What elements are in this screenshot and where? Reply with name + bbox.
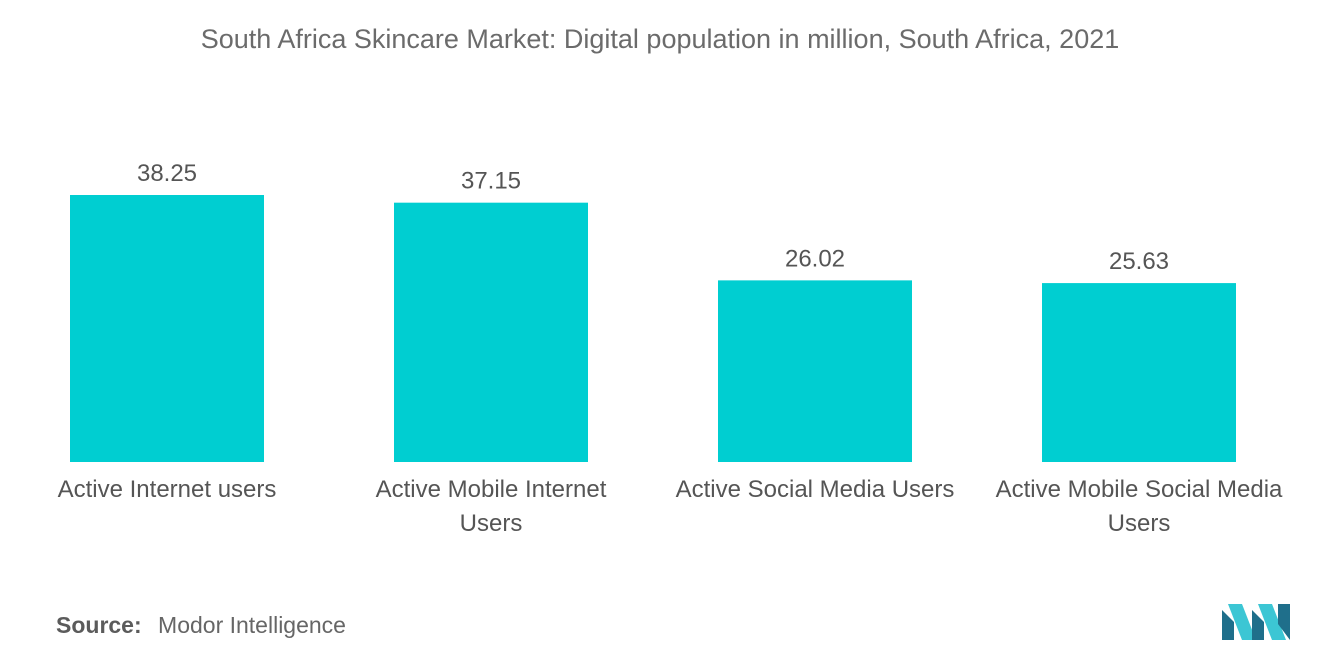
- mordor-logo-icon: [1222, 604, 1290, 640]
- data-label-2: 37.15: [461, 168, 521, 195]
- bar-4: [1042, 283, 1236, 462]
- logo-shape-2: [1228, 604, 1256, 640]
- source-note: Source: Modor Intelligence: [56, 612, 346, 639]
- category-label-2-line-2: Users: [460, 510, 523, 537]
- category-label-4-line-2: Users: [1108, 510, 1171, 537]
- category-label-1-line-1: Active Internet users: [58, 476, 277, 503]
- bar-2: [394, 202, 588, 462]
- bar-chart: 38.25 Active Internet users 37.15 Active Mo…: [58, 160, 1283, 537]
- category-label-2-line-1: Active Mobile Internet: [376, 476, 607, 503]
- bar-1: [70, 195, 264, 462]
- logo-shape-5: [1278, 604, 1290, 640]
- category-label-3-line-1: Active Social Media Users: [676, 476, 955, 503]
- source-text: Modor Intelligence: [158, 612, 346, 638]
- data-label-4: 25.63: [1109, 248, 1169, 275]
- logo-shape-1: [1222, 610, 1234, 640]
- bar-3: [718, 280, 912, 462]
- logo-shape-3: [1252, 610, 1264, 640]
- category-label-4-line-1: Active Mobile Social Media: [996, 476, 1283, 503]
- data-label-1: 38.25: [137, 160, 197, 187]
- chart-title: South Africa Skincare Market: Digital po…: [200, 24, 1120, 54]
- logo-shape-4: [1258, 604, 1286, 640]
- source-label: Source:: [56, 612, 142, 638]
- data-label-3: 26.02: [785, 245, 845, 272]
